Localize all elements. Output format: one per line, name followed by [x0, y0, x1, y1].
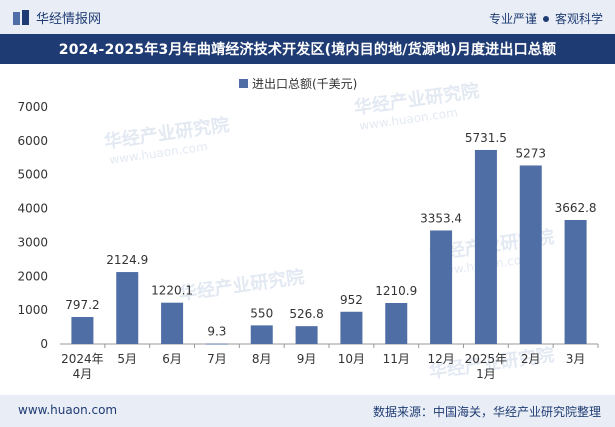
y-tick-label: 0 [40, 337, 48, 351]
bar-value-label: 952 [340, 293, 363, 307]
x-tick-label: 7月 [207, 352, 227, 366]
bar[interactable] [340, 311, 363, 344]
bar[interactable] [564, 219, 587, 344]
bar-value-label: 526.8 [289, 307, 323, 321]
bar-value-label: 9.3 [207, 325, 226, 339]
bar[interactable] [519, 165, 542, 344]
bar[interactable] [474, 149, 497, 344]
bar[interactable] [71, 317, 94, 344]
separator-dot-icon [542, 15, 549, 22]
y-tick-label: 3000 [17, 235, 48, 249]
tagline: 专业严谨 客观科学 [489, 10, 603, 27]
bar[interactable] [295, 326, 318, 344]
y-tick-label: 6000 [17, 134, 48, 148]
tagline-left: 专业严谨 [488, 12, 537, 26]
x-tick-label: 11月 [383, 352, 410, 366]
bar[interactable] [385, 303, 408, 344]
watermark-text: 华经产业研究院 [178, 266, 306, 305]
y-tick-label: 4000 [17, 202, 48, 216]
bar-value-label: 3662.8 [555, 201, 597, 215]
x-tick-label: 2025年 1月 [465, 352, 508, 381]
bar-value-label: 797.2 [65, 298, 99, 312]
chart-title-bar: 2024-2025年3月年曲靖经济技术开发区(境内目的地/货源地)月度进出口总额 [0, 34, 615, 64]
legend-label: 进出口总额(千美元) [252, 77, 357, 91]
y-tick-label: 1000 [17, 303, 48, 317]
bars: 797.2 2124.9 1220.1 9.3 550 526.8 952 1210.9 335… [65, 131, 597, 345]
x-tick-label: 3月 [566, 352, 586, 366]
legend-swatch [239, 79, 248, 88]
footer-source: 数据来源：中国海关，华经产业研究院整理 [372, 405, 601, 419]
bar[interactable] [430, 230, 453, 344]
bar[interactable] [250, 325, 273, 344]
bar-value-label: 5273 [515, 146, 546, 160]
x-tick-label: 2月 [521, 352, 541, 366]
bar-value-label: 550 [250, 306, 273, 320]
x-tick-label: 5月 [117, 352, 137, 366]
brand-name: 华经情报网 [36, 12, 102, 27]
y-tick-label: 7000 [17, 100, 48, 114]
bar-value-label: 1220.1 [151, 284, 193, 298]
legend: 进出口总额(千美元) [239, 77, 357, 91]
brand-logo-icon [13, 9, 29, 25]
bar-value-label: 1210.9 [375, 284, 417, 298]
chart-title: 2024-2025年3月年曲靖经济技术开发区(境内目的地/货源地)月度进出口总额 [58, 42, 557, 58]
bar[interactable] [205, 343, 228, 345]
footer-url[interactable]: www.huaon.com [18, 403, 118, 417]
brand[interactable]: 华经情报网 [12, 8, 101, 27]
x-tick-label: 10月 [338, 352, 365, 366]
x-tick-label: 9月 [297, 352, 317, 366]
x-tick-label: 8月 [252, 352, 272, 366]
x-axis: 2024年 4月 5月 6月 7月 8月 9月 10月 11月 12月 2025年 1月 2月 3月 [61, 344, 599, 381]
bar[interactable] [161, 302, 184, 344]
tagline-right: 客观科学 [554, 12, 603, 26]
y-tick-label: 5000 [17, 168, 48, 182]
top-band: 华经情报网 专业严谨 客观科学 [0, 0, 615, 34]
x-tick-label: 2024年 4月 [61, 352, 104, 381]
bar[interactable] [116, 272, 139, 344]
footer-band: www.huaon.com 数据来源：中国海关，华经产业研究院整理 [0, 395, 615, 427]
bar-value-label: 2124.9 [106, 253, 148, 267]
x-tick-label: 6月 [162, 352, 182, 366]
bar-value-label: 5731.5 [465, 131, 507, 145]
bar-value-label: 3353.4 [420, 211, 462, 225]
y-tick-label: 2000 [17, 269, 48, 283]
bar-chart: 华经产业研究院 www.huaon.com 华经产业研究院 www.huaon.… [17, 77, 599, 383]
x-tick-label: 12月 [427, 352, 454, 366]
